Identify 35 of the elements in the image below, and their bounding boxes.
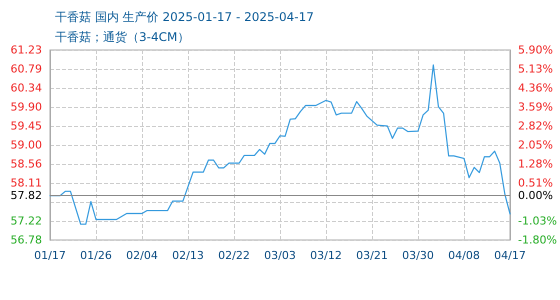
chart-title: 干香菇 国内 生产价 2025-01-17 - 2025-04-17 bbox=[55, 10, 314, 24]
y2-tick-label: 2.82% bbox=[518, 120, 553, 132]
chart-subtitle: 干香菇；通货（3-4CM） bbox=[55, 30, 190, 44]
y-tick-label: 60.79 bbox=[10, 62, 42, 76]
x-tick-label: 01/26 bbox=[80, 249, 112, 262]
y2-tick-label: 0.00% bbox=[518, 189, 553, 202]
y-tick-label: 57.22 bbox=[10, 214, 42, 228]
y-tick-label: 59.90 bbox=[10, 100, 42, 114]
x-tick-label: 03/03 bbox=[264, 249, 296, 262]
y-tick-label: 60.34 bbox=[10, 82, 42, 94]
y-tick-label: 58.56 bbox=[10, 158, 42, 170]
x-tick-label: 03/30 bbox=[402, 249, 434, 262]
x-tick-label: 02/22 bbox=[218, 249, 250, 262]
y2-tick-label: 4.36% bbox=[518, 82, 553, 94]
y2-tick-label: 3.59% bbox=[518, 100, 553, 114]
x-tick-label: 04/08 bbox=[448, 249, 480, 262]
y-tick-label: 58.11 bbox=[10, 176, 42, 190]
x-tick-label: 02/04 bbox=[126, 249, 158, 262]
y-tick-label: 56.78 bbox=[10, 234, 42, 246]
x-tick-label: 04/17 bbox=[494, 249, 526, 262]
y2-tick-label: 0.51% bbox=[518, 176, 553, 190]
x-tick-label: 03/21 bbox=[356, 249, 388, 262]
y2-tick-label: 2.05% bbox=[518, 138, 553, 152]
y-tick-label: 57.82 bbox=[10, 189, 42, 202]
y-tick-label: 59.00 bbox=[10, 138, 42, 152]
y2-tick-label: 1.28% bbox=[518, 158, 553, 170]
y2-tick-label: -1.80% bbox=[518, 234, 557, 246]
y2-tick-label: 5.13% bbox=[518, 62, 553, 76]
x-tick-label: 02/13 bbox=[172, 249, 204, 262]
y-tick-label: 59.45 bbox=[10, 120, 42, 132]
y2-tick-label: 5.90% bbox=[518, 44, 553, 56]
x-tick-label: 01/17 bbox=[34, 249, 66, 262]
y-tick-label: 61.23 bbox=[10, 44, 42, 56]
x-tick-label: 03/12 bbox=[310, 249, 342, 262]
y2-tick-label: -1.03% bbox=[518, 214, 557, 228]
